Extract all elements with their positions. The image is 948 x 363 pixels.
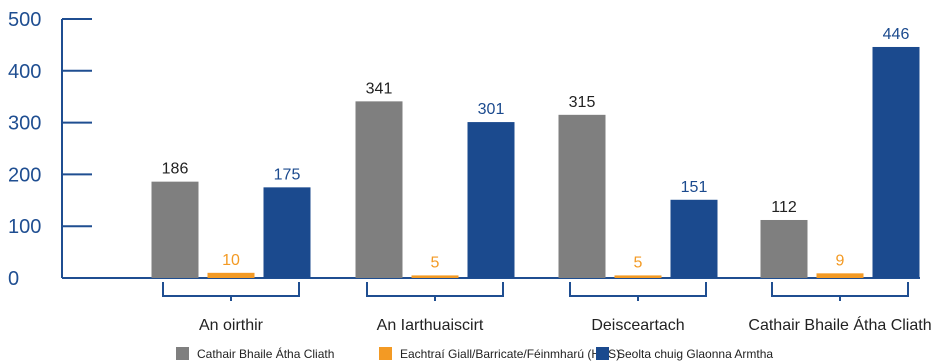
y-tick-label: 300 [8, 113, 41, 135]
legend-label: Eachtraí Giall/Barricate/Féinmharú (HBS) [400, 347, 620, 361]
bar [872, 46, 920, 278]
category-label: An oirthir [199, 317, 264, 334]
bar [558, 114, 606, 278]
bar [760, 219, 808, 278]
data-label: 151 [681, 179, 708, 196]
bar [207, 272, 255, 278]
bar [411, 275, 459, 278]
bar [355, 101, 403, 278]
y-tick-label: 500 [8, 9, 41, 31]
category-bracket [771, 282, 909, 297]
category-label: Cathair Bhaile Átha Cliath [748, 315, 931, 334]
bar [614, 275, 662, 278]
legend: Cathair Bhaile Átha Cliath Eachtraí Giall… [176, 346, 773, 361]
y-tick-label: 100 [8, 216, 41, 238]
bar [816, 273, 864, 278]
data-label: 10 [222, 252, 240, 269]
bars [151, 46, 920, 278]
y-tick-label: 200 [8, 164, 41, 186]
data-label: 112 [771, 199, 797, 216]
data-label: 301 [478, 101, 505, 118]
data-label: 446 [883, 26, 910, 43]
bar [467, 122, 515, 278]
legend-swatch [379, 347, 392, 360]
data-label: 5 [431, 254, 440, 271]
y-tick-label: 400 [8, 61, 41, 83]
category-label: Deisceartach [591, 317, 684, 334]
y-tick-label: 0 [8, 268, 19, 290]
data-label: 175 [274, 166, 301, 183]
category-label: An Iarthuaiscirt [377, 317, 484, 334]
category-bracket [162, 282, 300, 297]
legend-label: Seolta chuig Glaonna Armtha [617, 347, 773, 361]
category-bracket [569, 282, 707, 297]
legend-swatch [596, 347, 609, 360]
category-labels: An oirthir An Iarthuaiscirt Deisceartach Ca… [199, 315, 932, 334]
legend-swatch [176, 347, 189, 360]
data-label: 341 [366, 80, 393, 97]
data-label: 186 [162, 161, 189, 178]
category-brackets [162, 282, 909, 301]
y-axis-ticks: 0 100 200 300 400 500 [8, 9, 92, 290]
legend-label: Cathair Bhaile Átha Cliath [197, 346, 334, 361]
bar [263, 187, 311, 278]
data-label: 9 [836, 252, 845, 269]
category-bracket [366, 282, 504, 297]
data-labels: 186 341 315 112 10 5 5 9 175 301 151 446 [162, 26, 910, 271]
data-label: 5 [634, 254, 643, 271]
data-label: 315 [569, 94, 596, 111]
bar [151, 181, 199, 278]
bar [670, 199, 718, 278]
y-axis: 0 100 200 300 400 500 [8, 9, 92, 290]
